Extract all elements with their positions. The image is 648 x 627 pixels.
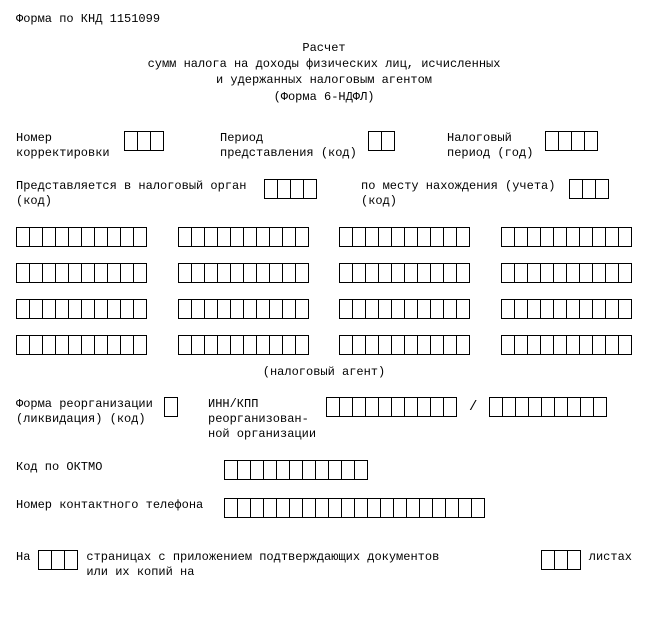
title-l1: Расчет bbox=[16, 40, 632, 56]
row-phone: Номер контактного телефона bbox=[16, 498, 632, 518]
row-pages-footer: На страницах с приложением подтверждающи… bbox=[16, 550, 632, 580]
label-sheets-suffix: листах bbox=[589, 550, 632, 565]
cells-reorg-kpp[interactable] bbox=[489, 397, 607, 417]
label-tax-authority: Представляется в налоговый орган (код) bbox=[16, 179, 256, 209]
row-reorg: Форма реорганизации (ликвидация) (код) И… bbox=[16, 397, 632, 442]
agent-name-row[interactable] bbox=[16, 227, 632, 247]
agent-name-caption: (налоговый агент) bbox=[16, 365, 632, 379]
cell-group[interactable] bbox=[16, 335, 147, 355]
title-l3: и удержанных налоговым агентом bbox=[16, 72, 632, 88]
cell-group[interactable] bbox=[178, 227, 309, 247]
cells-phone[interactable] bbox=[224, 498, 485, 518]
title-l4: (Форма 6-НДФЛ) bbox=[16, 89, 632, 105]
row-oktmo: Код по ОКТМО bbox=[16, 460, 632, 480]
cells-sheets[interactable] bbox=[541, 550, 581, 570]
agent-name-row[interactable] bbox=[16, 335, 632, 355]
label-footer-mid: страницах с приложением подтверждающих д… bbox=[86, 550, 532, 580]
label-period: Период представления (код) bbox=[220, 131, 360, 161]
cell-group[interactable] bbox=[178, 299, 309, 319]
cell-group[interactable] bbox=[339, 227, 470, 247]
label-location: по месту нахождения (учета) (код) bbox=[361, 179, 561, 209]
cells-oktmo[interactable] bbox=[224, 460, 368, 480]
cell-group[interactable] bbox=[16, 263, 147, 283]
title-block: Расчет сумм налога на доходы физических … bbox=[16, 40, 632, 105]
label-year: Налоговый период (год) bbox=[447, 131, 537, 161]
label-oktmo: Код по ОКТМО bbox=[16, 460, 216, 475]
label-correction: Номер корректировки bbox=[16, 131, 116, 161]
cell-group[interactable] bbox=[501, 299, 632, 319]
title-l2: сумм налога на доходы физических лиц, ис… bbox=[16, 56, 632, 72]
cell-group[interactable] bbox=[501, 335, 632, 355]
cells-year[interactable] bbox=[545, 131, 598, 151]
cell-group[interactable] bbox=[178, 335, 309, 355]
agent-name-row[interactable] bbox=[16, 299, 632, 319]
cells-pages[interactable] bbox=[38, 550, 78, 570]
row-correction-period-year: Номер корректировки Период представления… bbox=[16, 131, 632, 161]
cells-correction[interactable] bbox=[124, 131, 164, 151]
cell-group[interactable] bbox=[339, 263, 470, 283]
cell-group[interactable] bbox=[339, 299, 470, 319]
row-tax-authority: Представляется в налоговый орган (код) п… bbox=[16, 179, 632, 209]
knd-line: Форма по КНД 1151099 bbox=[16, 12, 632, 26]
slash-separator: / bbox=[465, 397, 481, 417]
label-reorg-innkpp: ИНН/КПП реорганизован- ной организации bbox=[208, 397, 318, 442]
label-na: На bbox=[16, 550, 30, 565]
cell-group[interactable] bbox=[16, 299, 147, 319]
cell-group[interactable] bbox=[16, 227, 147, 247]
cells-tax-authority[interactable] bbox=[264, 179, 317, 199]
cells-reorg-form[interactable] bbox=[164, 397, 178, 417]
cells-location[interactable] bbox=[569, 179, 609, 199]
cell-group[interactable] bbox=[501, 227, 632, 247]
label-reorg-form: Форма реорганизации (ликвидация) (код) bbox=[16, 397, 156, 427]
agent-name-grid bbox=[16, 227, 632, 355]
cell-group[interactable] bbox=[339, 335, 470, 355]
label-phone: Номер контактного телефона bbox=[16, 498, 216, 513]
cell-group[interactable] bbox=[501, 263, 632, 283]
cell-group[interactable] bbox=[178, 263, 309, 283]
agent-name-row[interactable] bbox=[16, 263, 632, 283]
cells-reorg-inn[interactable] bbox=[326, 397, 457, 417]
cells-period[interactable] bbox=[368, 131, 395, 151]
